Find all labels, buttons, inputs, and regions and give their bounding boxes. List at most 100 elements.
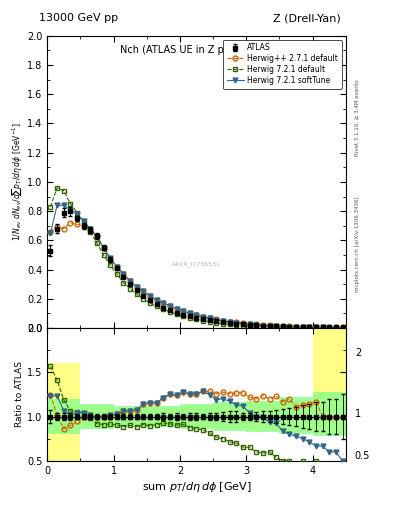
Herwig 7.2.1 default: [320, 325, 325, 331]
Herwig++ 2.7.1 default: [254, 322, 259, 328]
Herwig 7.2.1 softTune: [174, 306, 179, 312]
Herwig 7.2.1 default: [48, 204, 53, 210]
Herwig 7.2.1 softTune: [61, 202, 66, 208]
Herwig 7.2.1 softTune: [254, 322, 259, 328]
Herwig 7.2.1 softTune: [340, 325, 345, 331]
Herwig 7.2.1 softTune: [75, 211, 79, 217]
Herwig 7.2.1 default: [241, 323, 245, 329]
Herwig++ 2.7.1 default: [281, 323, 285, 329]
Herwig++ 2.7.1 default: [261, 322, 265, 328]
Herwig++ 2.7.1 default: [267, 322, 272, 328]
Herwig 7.2.1 default: [101, 252, 106, 258]
Herwig 7.2.1 default: [161, 306, 166, 312]
Line: Herwig 7.2.1 softTune: Herwig 7.2.1 softTune: [48, 203, 345, 330]
Herwig 7.2.1 softTune: [81, 218, 86, 224]
Herwig 7.2.1 softTune: [287, 324, 292, 330]
Herwig 7.2.1 default: [274, 324, 279, 330]
Herwig 7.2.1 softTune: [261, 323, 265, 329]
Herwig++ 2.7.1 default: [81, 223, 86, 229]
Herwig++ 2.7.1 default: [88, 226, 93, 232]
Herwig 7.2.1 softTune: [208, 315, 212, 322]
Herwig 7.2.1 default: [68, 201, 73, 207]
Herwig++ 2.7.1 default: [114, 264, 119, 270]
Herwig 7.2.1 softTune: [201, 314, 206, 320]
Herwig 7.2.1 softTune: [241, 321, 245, 327]
Herwig++ 2.7.1 default: [108, 257, 112, 263]
Herwig 7.2.1 softTune: [194, 312, 199, 318]
Herwig 7.2.1 softTune: [327, 325, 332, 331]
Herwig 7.2.1 default: [267, 324, 272, 330]
Herwig++ 2.7.1 default: [55, 224, 59, 230]
Herwig 7.2.1 softTune: [281, 324, 285, 330]
Herwig 7.2.1 softTune: [55, 202, 59, 208]
Herwig 7.2.1 default: [121, 280, 126, 286]
Herwig 7.2.1 default: [128, 286, 132, 292]
Herwig 7.2.1 default: [95, 240, 99, 246]
Herwig++ 2.7.1 default: [234, 319, 239, 326]
Herwig++ 2.7.1 default: [320, 324, 325, 330]
Herwig 7.2.1 default: [294, 324, 298, 330]
Herwig 7.2.1 softTune: [320, 324, 325, 330]
Herwig 7.2.1 softTune: [88, 226, 93, 232]
Herwig++ 2.7.1 default: [294, 324, 298, 330]
Text: Rivet 3.1.10, ≥ 3.4M events: Rivet 3.1.10, ≥ 3.4M events: [355, 80, 360, 156]
Herwig++ 2.7.1 default: [95, 233, 99, 239]
Herwig++ 2.7.1 default: [121, 271, 126, 277]
Text: 0.5: 0.5: [355, 451, 370, 461]
Herwig 7.2.1 softTune: [48, 230, 53, 236]
Herwig 7.2.1 softTune: [148, 293, 152, 299]
Line: Herwig 7.2.1 default: Herwig 7.2.1 default: [48, 185, 345, 330]
Line: Herwig++ 2.7.1 default: Herwig++ 2.7.1 default: [48, 220, 345, 330]
Text: Z (Drell-Yan): Z (Drell-Yan): [273, 13, 340, 23]
Herwig++ 2.7.1 default: [187, 310, 192, 316]
Text: mcplots.cern.ch [arXiv:1306.3436]: mcplots.cern.ch [arXiv:1306.3436]: [355, 197, 360, 292]
Herwig 7.2.1 softTune: [141, 288, 146, 294]
Herwig 7.2.1 default: [334, 325, 338, 331]
Herwig++ 2.7.1 default: [148, 293, 152, 299]
X-axis label: sum $p_T/d\eta\,d\phi$ [GeV]: sum $p_T/d\eta\,d\phi$ [GeV]: [141, 480, 252, 494]
Herwig 7.2.1 default: [327, 325, 332, 331]
Herwig 7.2.1 default: [167, 309, 172, 315]
Herwig 7.2.1 softTune: [161, 300, 166, 306]
Herwig++ 2.7.1 default: [48, 228, 53, 234]
Herwig 7.2.1 softTune: [187, 310, 192, 316]
Herwig 7.2.1 softTune: [167, 303, 172, 309]
Herwig++ 2.7.1 default: [314, 324, 318, 330]
Herwig++ 2.7.1 default: [274, 323, 279, 329]
Herwig 7.2.1 default: [201, 317, 206, 324]
Herwig++ 2.7.1 default: [227, 318, 232, 325]
Herwig 7.2.1 softTune: [68, 207, 73, 213]
Herwig 7.2.1 softTune: [314, 324, 318, 330]
Herwig 7.2.1 default: [208, 318, 212, 325]
Herwig 7.2.1 softTune: [227, 319, 232, 325]
Y-axis label: Ratio to ATLAS: Ratio to ATLAS: [15, 361, 24, 428]
Herwig++ 2.7.1 default: [68, 220, 73, 226]
Text: 1: 1: [355, 409, 361, 419]
Herwig 7.2.1 default: [141, 296, 146, 302]
Text: 13000 GeV pp: 13000 GeV pp: [39, 13, 118, 23]
Herwig 7.2.1 softTune: [114, 264, 119, 270]
Text: 2: 2: [355, 348, 361, 358]
Herwig 7.2.1 default: [55, 185, 59, 191]
Herwig 7.2.1 softTune: [181, 308, 185, 314]
Herwig 7.2.1 softTune: [234, 320, 239, 326]
Herwig 7.2.1 softTune: [121, 271, 126, 277]
Herwig 7.2.1 default: [108, 262, 112, 268]
Herwig++ 2.7.1 default: [128, 278, 132, 284]
Herwig++ 2.7.1 default: [247, 321, 252, 327]
Herwig 7.2.1 default: [194, 316, 199, 323]
Herwig++ 2.7.1 default: [174, 306, 179, 312]
Herwig 7.2.1 default: [281, 324, 285, 330]
Herwig 7.2.1 softTune: [101, 245, 106, 251]
Herwig 7.2.1 default: [134, 291, 139, 297]
Herwig++ 2.7.1 default: [134, 284, 139, 290]
Herwig++ 2.7.1 default: [221, 317, 226, 324]
Herwig 7.2.1 default: [221, 321, 226, 327]
Herwig 7.2.1 default: [61, 187, 66, 194]
Herwig 7.2.1 softTune: [294, 324, 298, 330]
Y-axis label: $1/N_{ev}\ dN_{ev}/d\!\sum p_T/d\eta\,d\phi\ [\mathrm{GeV}^{-1}]$: $1/N_{ev}\ dN_{ev}/d\!\sum p_T/d\eta\,d\…: [10, 123, 24, 241]
Herwig 7.2.1 default: [88, 228, 93, 234]
Herwig++ 2.7.1 default: [75, 221, 79, 227]
Herwig 7.2.1 default: [340, 325, 345, 331]
Herwig 7.2.1 softTune: [128, 278, 132, 284]
